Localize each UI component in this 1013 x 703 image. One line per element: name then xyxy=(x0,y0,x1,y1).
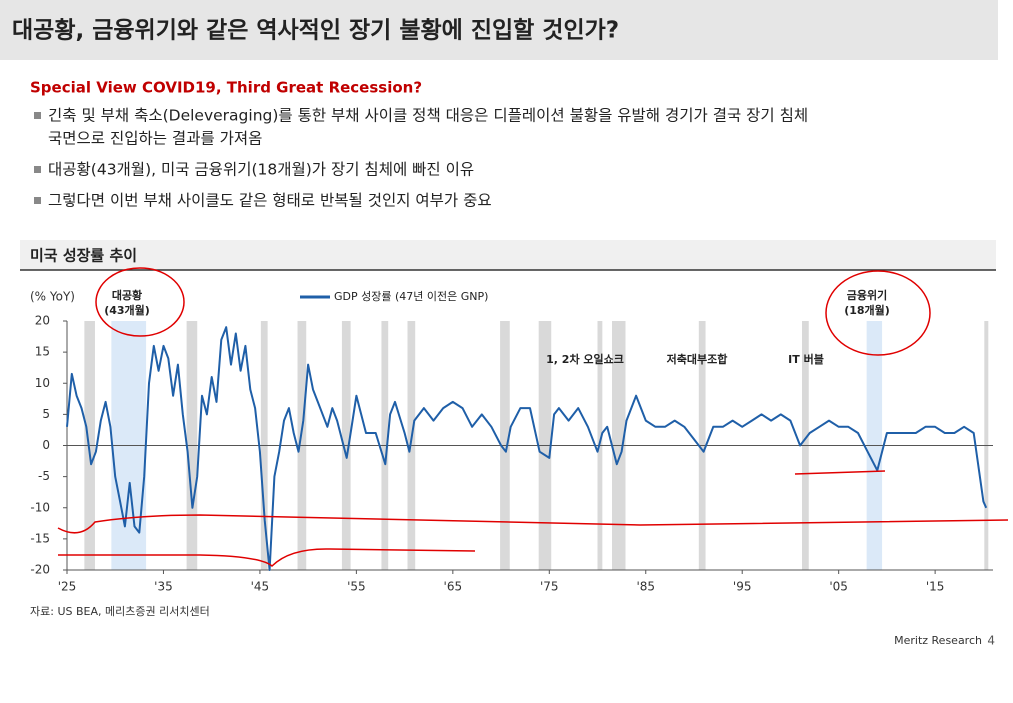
title-band xyxy=(0,0,998,60)
source: 자료: US BEA, 메리츠증권 리서치센터 xyxy=(30,605,210,618)
y-tick-label: 5 xyxy=(42,407,50,421)
handwriting xyxy=(57,267,1009,568)
stroke-mark xyxy=(794,470,886,475)
x-tick-label: '85 xyxy=(636,580,655,594)
slide-title: 대공황, 금융위기와 같은 역사적인 장기 불황에 진입할 것인가? xyxy=(12,18,619,44)
x-tick-label: '25 xyxy=(58,580,77,594)
annotation: IT 버블 xyxy=(788,352,824,366)
bullet-marker xyxy=(34,166,41,173)
y-tick-label: -20 xyxy=(30,563,50,577)
gdp-line xyxy=(66,326,988,571)
x-tick-label: '95 xyxy=(733,580,752,594)
annotation: (43개월) xyxy=(104,303,150,317)
x-tick-label: '35 xyxy=(154,580,173,594)
circle-mark xyxy=(95,267,185,337)
x-tick-label: '55 xyxy=(347,580,366,594)
legend-label: GDP 성장률 (47년 이전은 GNP) xyxy=(334,290,488,303)
annotation: 저축대부조합 xyxy=(667,352,728,366)
bullet-marker xyxy=(34,197,41,204)
y-tick-label: -5 xyxy=(38,469,50,483)
y-tick-label: 20 xyxy=(35,314,50,328)
x-tick-label: '05 xyxy=(829,580,848,594)
annotation: 대공황 xyxy=(112,288,142,302)
y-tick-label: 0 xyxy=(42,438,50,452)
bullet-text: 긴축 및 부채 축소(Deleveraging)를 통한 부채 사이클 정책 대… xyxy=(48,107,808,125)
annotation: 1, 2차 오일쇼크 xyxy=(546,352,624,366)
section-band xyxy=(20,240,996,270)
y-tick-label: -10 xyxy=(30,500,50,514)
bullet-marker xyxy=(34,112,41,119)
footer-brand: Meritz Research xyxy=(894,634,982,647)
y-tick-label: 15 xyxy=(35,345,50,359)
x-tick-label: '45 xyxy=(251,580,270,594)
subtitle: Special View COVID19, Third Great Recess… xyxy=(30,79,422,97)
y-tick-label: -15 xyxy=(30,531,50,545)
stroke-mark xyxy=(57,514,1009,534)
plot: -20 -15 -10 -5 0 5 10 15 20 '25 '35 '45 '55 '65 '75 '85… xyxy=(30,288,993,594)
page-number: 4 xyxy=(987,634,995,648)
x-tick-label: '65 xyxy=(444,580,463,594)
annotation: 금융위기 xyxy=(847,288,887,302)
x-tick-label: '75 xyxy=(540,580,559,594)
section-title: 미국 성장률 추이 xyxy=(30,247,137,265)
bullet-text: 그렇다면 이번 부채 사이클도 같은 형태로 반복될 것인지 여부가 중요 xyxy=(48,192,492,210)
stroke-mark xyxy=(58,548,476,568)
circle-mark xyxy=(825,270,931,356)
x-tick-label: '15 xyxy=(926,580,945,594)
bullet-text: 대공황(43개월), 미국 금융위기(18개월)가 장기 침체에 빠진 이유 xyxy=(48,161,474,179)
annotation: (18개월) xyxy=(844,303,890,317)
y-tick-label: 10 xyxy=(35,376,50,390)
bullet-text: 국면으로 진입하는 결과를 가져옴 xyxy=(48,130,262,148)
y-unit: (% YoY) xyxy=(30,290,75,304)
